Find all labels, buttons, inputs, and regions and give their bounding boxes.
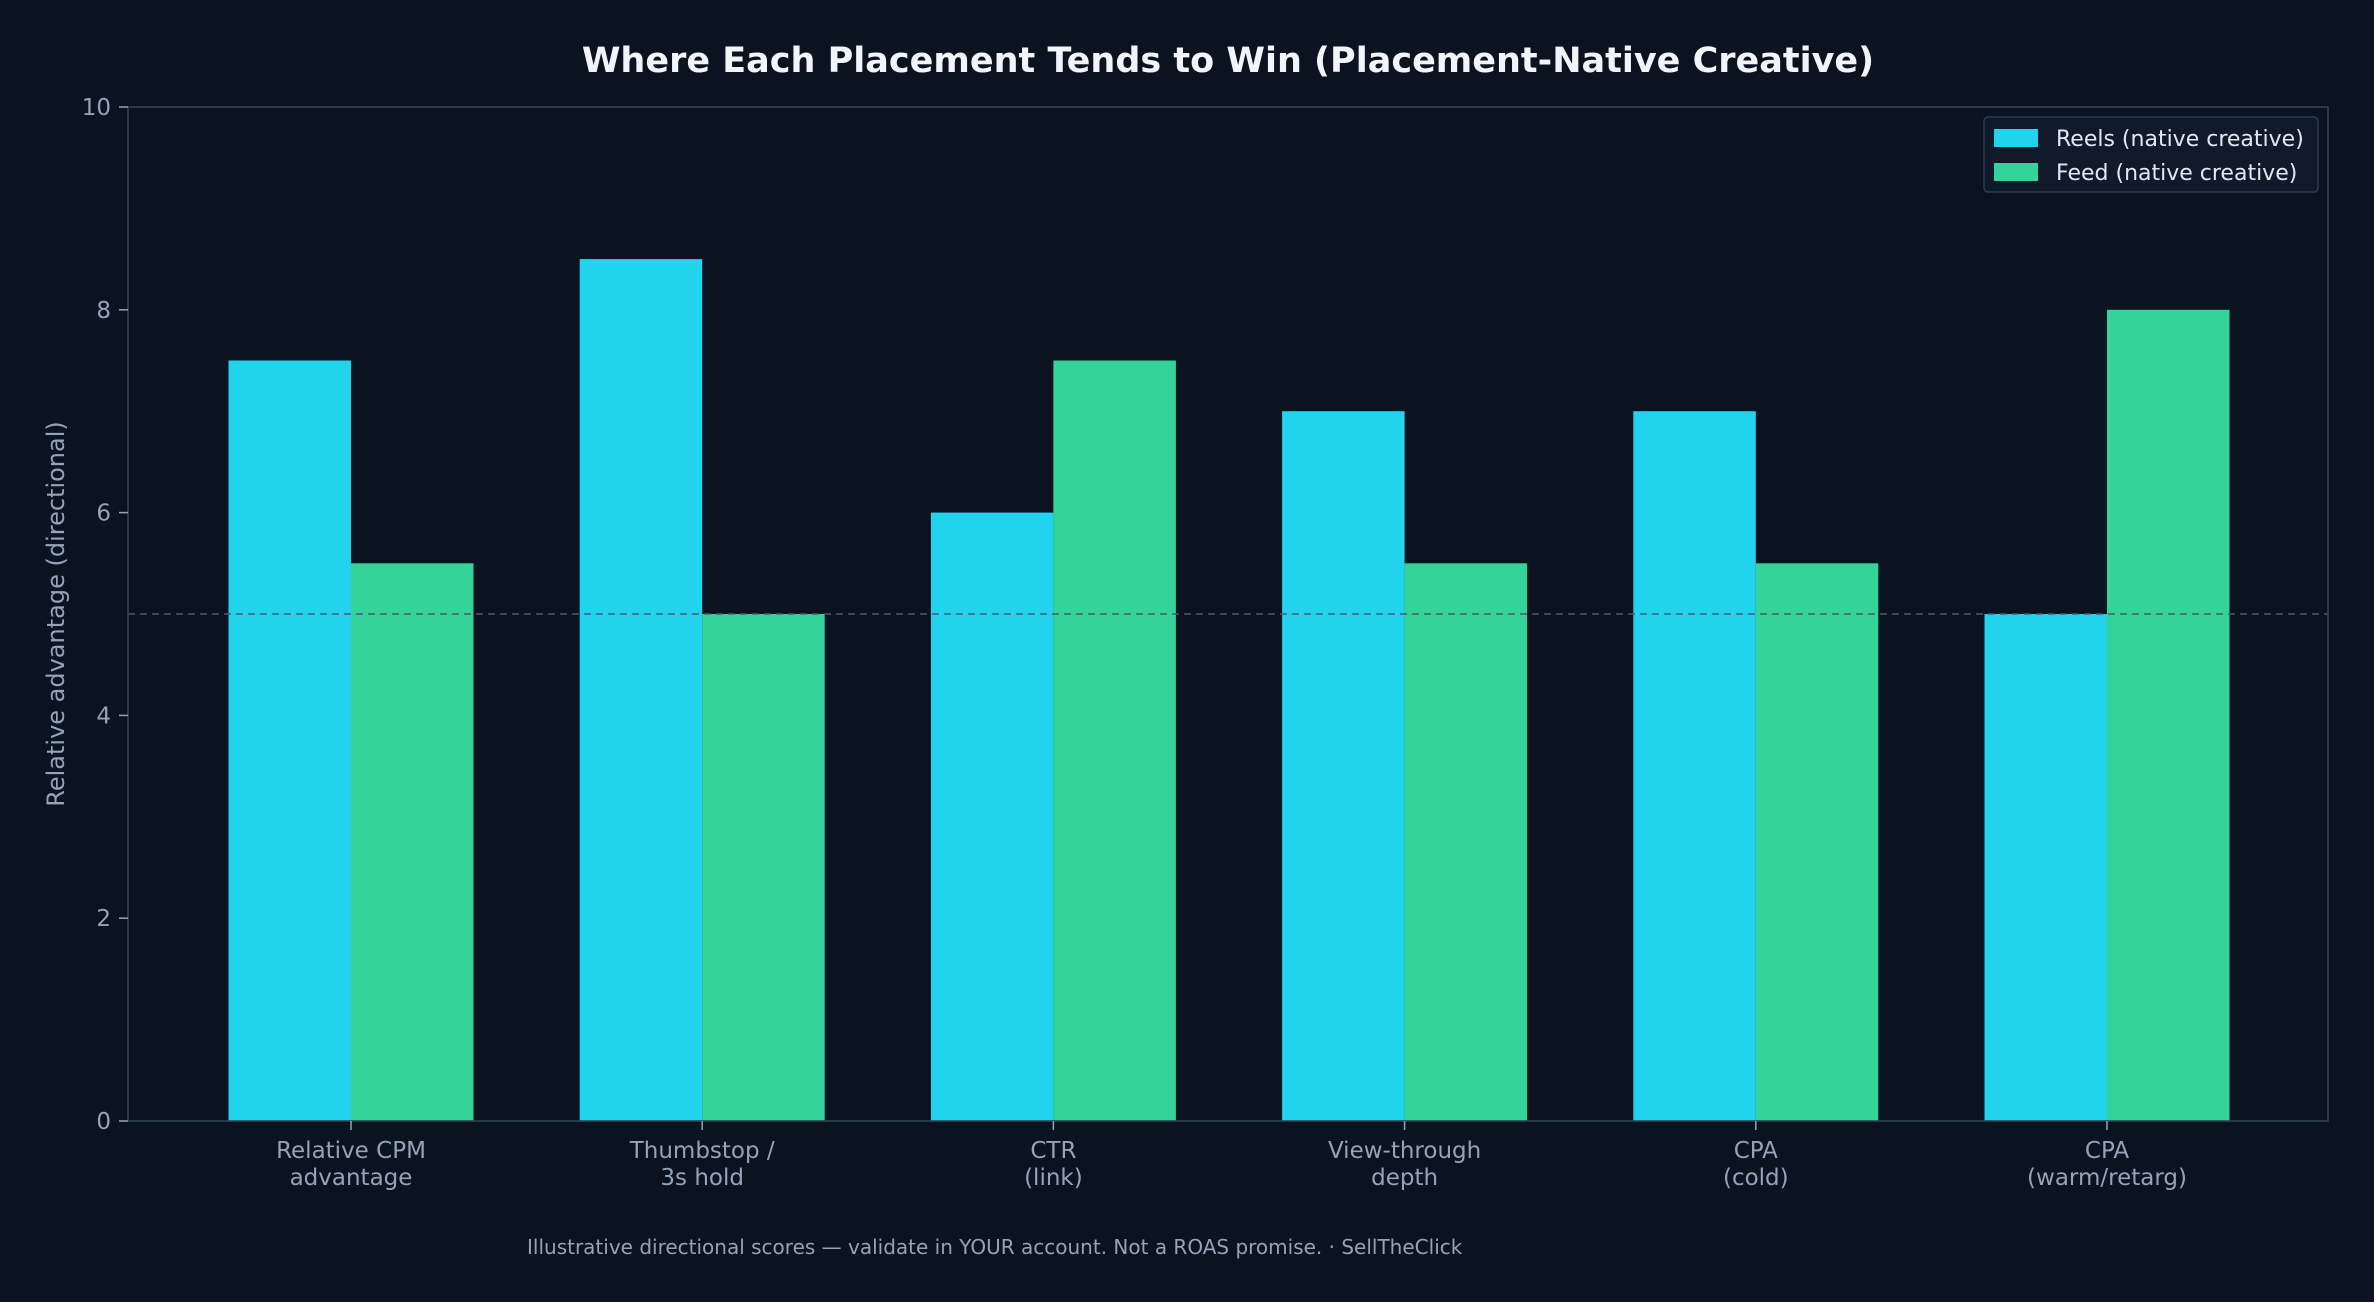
x-tick-label-line: (warm/retarg) — [2027, 1165, 2187, 1191]
legend-label-reels: Reels (native creative) — [2056, 127, 2304, 152]
legend-box — [1983, 116, 2319, 193]
y-axis-title: Relative advantage (directional) — [42, 421, 70, 807]
bar-feed-0 — [351, 563, 474, 1121]
y-tick-label-0: 0 — [96, 1109, 111, 1135]
bar-feed-1 — [702, 614, 825, 1121]
plot-area: 0 2 4 6 8 10 Relative CPM advantage Thumbstop /3… — [82, 95, 2329, 1191]
chart-title: Where Each Placement Tends to Win (Place… — [582, 41, 1874, 81]
chart-footnote: Illustrative directional scores — valida… — [527, 1235, 1463, 1259]
legend-label-feed: Feed (native creative) — [2056, 161, 2297, 186]
bar-reels-1 — [579, 259, 703, 1122]
bar-reels-4 — [1633, 411, 1756, 1121]
x-tick-label-line: View-through — [1328, 1138, 1481, 1164]
bar-reels-3 — [1282, 411, 1405, 1121]
x-tick-label-5: CPA (warm/retarg) — [2027, 1138, 2187, 1191]
y-tick-label-10: 10 — [82, 95, 111, 121]
bar-feed-2 — [1053, 360, 1176, 1121]
x-tick-label-line: CPA — [2085, 1138, 2129, 1164]
x-tick-label-2: CTR (link) — [1024, 1138, 1083, 1191]
y-tick-label-4: 4 — [96, 703, 111, 729]
bar-reels-2 — [930, 512, 1054, 1121]
x-tick-label-line: Thumbstop / — [629, 1138, 775, 1164]
x-tick-label-line: advantage — [290, 1165, 413, 1191]
legend-swatch-feed — [1994, 163, 2038, 181]
x-tick-label-line: (link) — [1024, 1165, 1083, 1191]
x-tick-label-1: Thumbstop /3s hold — [629, 1138, 775, 1191]
bar-reels-0 — [228, 360, 351, 1121]
y-tick-label-6: 6 — [96, 501, 111, 527]
x-tick-label-0: Relative CPM advantage — [276, 1138, 426, 1191]
x-tick-label-line: depth — [1371, 1165, 1438, 1191]
y-tick-label-8: 8 — [96, 298, 111, 324]
x-tick-label-3: View-through depth — [1328, 1138, 1481, 1191]
bar-feed-4 — [1755, 563, 1879, 1121]
bar-feed-3 — [1404, 563, 1528, 1121]
x-tick-label-line: CTR — [1030, 1138, 1076, 1164]
x-tick-label-line: 3s hold — [660, 1165, 744, 1191]
y-tick-label-2: 2 — [96, 906, 111, 932]
plot-frame — [127, 106, 2329, 1122]
legend-swatch-reels — [1994, 129, 2038, 147]
x-tick-label-line: CPA — [1734, 1138, 1778, 1164]
x-tick-label-line: (cold) — [1723, 1165, 1789, 1191]
bar-reels-5 — [1984, 614, 2107, 1121]
x-tick-label-4: CPA (cold) — [1723, 1138, 1789, 1191]
bar-feed-5 — [2107, 309, 2230, 1121]
x-tick-label-line: Relative CPM — [276, 1138, 426, 1164]
